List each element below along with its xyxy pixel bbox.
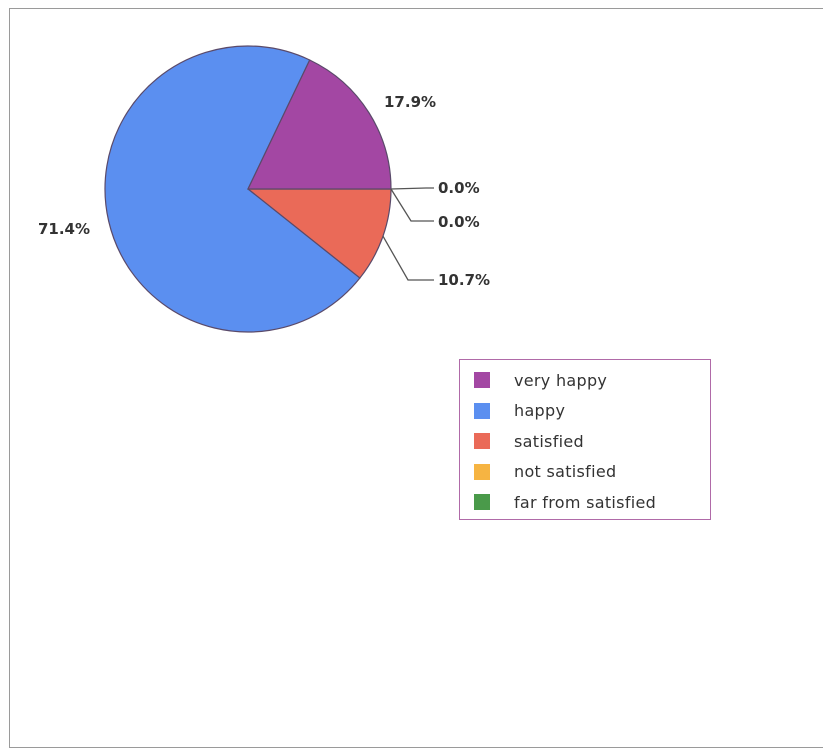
legend-label: far from satisfied <box>514 492 657 512</box>
legend-label: not satisfied <box>514 462 617 481</box>
legend: very happy happy satisfied not satisfied far… <box>459 359 711 520</box>
legend-label: satisfied <box>514 431 584 451</box>
leader-line-satisfied <box>382 235 434 281</box>
legend-swatch <box>474 494 490 510</box>
legend-item: very happy <box>474 369 607 391</box>
slice-label-not-satisfied: 0.0% <box>438 179 480 197</box>
legend-item: happy <box>474 400 565 422</box>
legend-item: far from satisfied <box>474 491 656 513</box>
leader-line-far-from-satisfied <box>390 188 434 222</box>
pie-slices <box>104 45 392 333</box>
slice-label-satisfied: 10.7% <box>438 271 490 289</box>
slice-label-very-happy: 17.9% <box>384 93 436 111</box>
legend-swatch <box>474 372 490 388</box>
leader-lines <box>382 187 434 281</box>
pie-slice-very-happy <box>247 59 392 190</box>
pie-slice-happy <box>104 45 361 333</box>
legend-swatch <box>474 433 490 449</box>
legend-label: happy <box>514 401 566 420</box>
slice-labels: 0.0% 0.0% 10.7% 71.4% 17.9% <box>38 93 490 289</box>
leader-line-not-satisfied <box>390 187 434 190</box>
slice-label-happy: 71.4% <box>38 220 90 238</box>
legend-swatch <box>474 463 490 480</box>
slice-label-far-from-satisfied: 0.0% <box>438 213 480 231</box>
legend-item: satisfied <box>474 430 584 452</box>
legend-swatch <box>474 402 490 419</box>
legend-label: very happy <box>514 370 608 390</box>
legend-item: not satisfied <box>474 461 616 483</box>
